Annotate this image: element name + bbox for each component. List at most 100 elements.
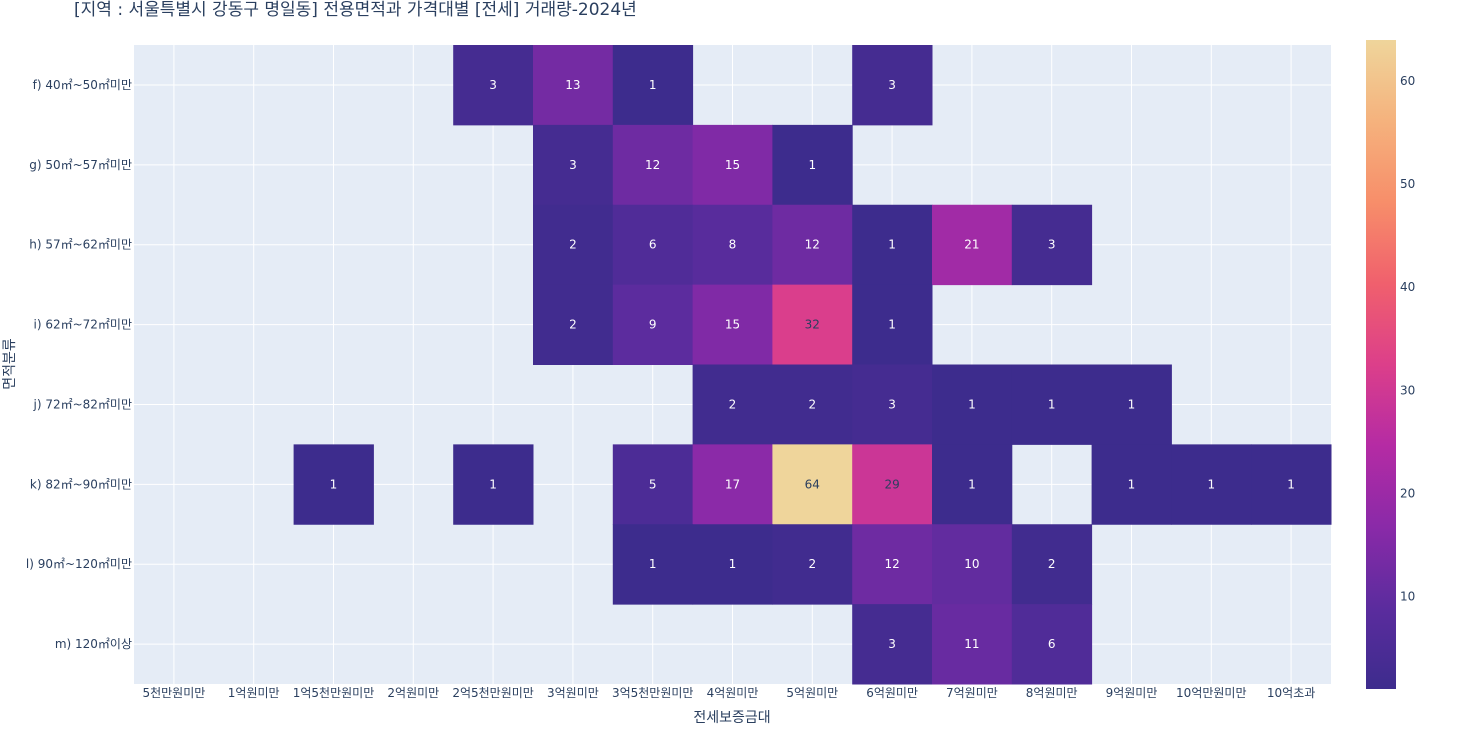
x-tick-label: 2억원미만 [387,686,439,700]
heatmap-cell [772,364,853,445]
heatmap-cell [692,364,773,445]
cell-value-label: 1 [888,318,896,332]
y-axis-ticks: f) 40㎡~50㎡미만 g) 50㎡~57㎡미만 h) 57㎡~62㎡미만 i) 6… [26,78,132,651]
x-tick-label: 5억원미만 [786,686,838,700]
heatmap-cell [852,444,933,525]
cell-value-label: 1 [1048,397,1056,411]
y-tick-label: l) 90㎡~120㎡미만 [26,557,132,571]
heatmap-cell [1091,444,1172,525]
heatmap-cell [852,604,933,685]
cell-value-label: 3 [888,78,896,92]
cell-value-label: 1 [1128,397,1136,411]
x-tick-label: 10억만원미만 [1176,686,1246,700]
cell-value-label: 1 [888,238,896,252]
heatmap-cell [533,204,614,286]
heatmap-cells [293,45,1332,685]
heatmap-cell [533,284,614,365]
cell-value-label: 3 [489,78,497,92]
x-tick-label: 2억5천만원미만 [452,685,534,700]
colorbar-ticks: 10 20 30 40 50 60 [1400,74,1415,603]
cell-value-label: 32 [805,318,820,332]
heatmap-cell [932,364,1013,445]
heatmap-cell [772,284,853,365]
heatmap-cell [692,524,773,605]
cell-value-label: 1 [968,477,976,491]
cell-value-label: 5 [649,477,657,491]
heatmap-cell [932,524,1013,605]
heatmap-cell [533,45,614,126]
colorbar [1366,40,1396,689]
y-tick-label: i) 62㎡~72㎡미만 [33,318,132,332]
cell-value-label: 21 [964,238,979,252]
cell-value-label: 6 [649,238,657,252]
x-tick-label: 3억원미만 [547,686,599,700]
heatmap-cell [612,204,694,286]
heatmap-cell [612,45,694,126]
heatmap-cell [852,524,933,605]
heatmap-cell [612,284,694,365]
heatmap-cell [692,444,773,525]
x-tick-label: 8억원미만 [1026,686,1078,700]
x-tick-label: 9억원미만 [1106,686,1158,700]
x-tick-label: 10억초과 [1267,686,1315,700]
x-tick-label: 3억5천만원미만 [612,685,694,700]
heatmap-cell [852,204,933,286]
heatmap-cell [692,124,773,206]
heatmap-cell [533,124,614,206]
heatmap-cell [932,604,1013,685]
x-tick-label: 1억원미만 [228,686,280,700]
colorbar-tick-label: 10 [1400,589,1415,603]
heatmap-cell [852,284,933,365]
heatmap-cell [772,124,853,206]
heatmap-cell [692,204,773,286]
y-tick-label: g) 50㎡~57㎡미만 [29,158,132,172]
cell-value-label: 64 [805,477,820,491]
cell-value-label: 12 [805,238,820,252]
heatmap-cell [852,364,933,445]
heatmap-cell [1251,444,1332,525]
x-axis-title: 전세보증금대 [693,710,770,726]
cell-value-label: 1 [1287,477,1295,491]
heatmap-cell [453,444,534,525]
x-axis-ticks: 5천만원미만 1억원미만 1억5천만원미만 2억원미만 2억5천만원미만 3억원미만 3억5… [142,685,1315,700]
heatmap-cell [772,444,853,525]
cell-value-label: 12 [884,557,899,571]
cell-value-label: 10 [964,557,979,571]
heatmap-cell [612,444,694,525]
cell-value-label: 17 [725,477,740,491]
cell-value-label: 1 [649,78,657,92]
colorbar-tick-label: 40 [1400,280,1415,294]
cell-value-label: 3 [569,158,577,172]
heatmap-cell [1171,444,1252,525]
cell-value-label: 9 [649,318,657,332]
cell-value-label: 8 [729,238,737,252]
y-tick-label: j) 72㎡~82㎡미만 [32,397,132,411]
cell-value-label: 1 [1207,477,1215,491]
colorbar-tick-label: 20 [1400,486,1415,500]
cell-value-label: 3 [1048,238,1056,252]
cell-value-label: 2 [569,238,577,252]
heatmap-cell [1091,364,1172,445]
chart-title: [지역 : 서울특별시 강동구 명일동] 전용면적과 가격대별 [전세] 거래량… [74,0,637,20]
cell-value-label: 1 [489,477,497,491]
cell-value-label: 1 [808,158,816,172]
cell-value-label: 15 [725,318,740,332]
cell-value-label: 29 [884,477,899,491]
cell-value-label: 12 [645,158,660,172]
cell-value-label: 11 [964,637,979,651]
heatmap-cell-labels: 3 13 1 33 12 15 12 6 8 12 1 21 32 9 15 32 12 2 3 1 1 11 1 5 17 64… [330,78,1295,651]
heatmap-cell [1011,604,1093,685]
cell-value-label: 2 [1048,557,1056,571]
heatmap-cell [692,284,773,365]
heatmap-cell [852,45,933,126]
cell-value-label: 1 [968,397,976,411]
cell-value-label: 3 [888,637,896,651]
cell-value-label: 2 [808,397,816,411]
cell-value-label: 2 [808,557,816,571]
cell-value-label: 1 [729,557,737,571]
colorbar-tick-label: 50 [1400,177,1415,191]
cell-value-label: 1 [1128,477,1136,491]
y-tick-label: m) 120㎡이상 [55,637,132,651]
x-tick-label: 4억원미만 [707,686,759,700]
cell-value-label: 1 [649,557,657,571]
